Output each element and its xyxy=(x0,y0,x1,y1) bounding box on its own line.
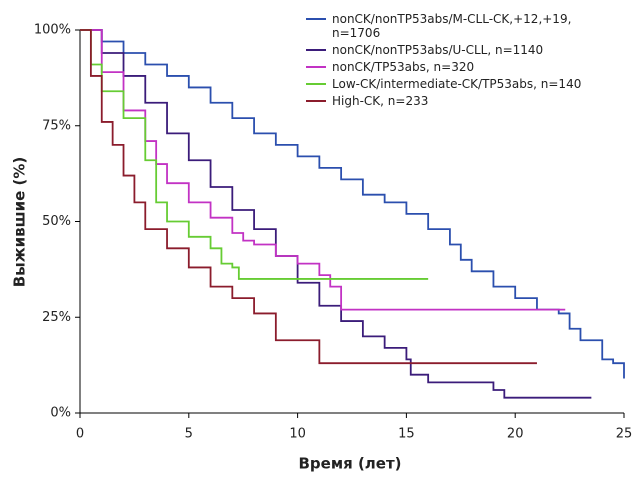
legend: nonCK/nonTP53abs/M-CLL-CK,+12,+19, n=170… xyxy=(306,12,616,111)
x-tick-label: 5 xyxy=(185,427,193,442)
x-tick-label: 0 xyxy=(76,427,84,442)
legend-entry: nonCK/nonTP53abs/M-CLL-CK,+12,+19, n=170… xyxy=(306,12,616,40)
legend-label: High-CK, n=233 xyxy=(332,94,429,108)
x-axis-title: Время (лет) xyxy=(298,455,401,473)
legend-entry: nonCK/nonTP53abs/U-CLL, n=1140 xyxy=(306,43,616,57)
legend-label: nonCK/nonTP53abs/M-CLL-CK,+12,+19, n=170… xyxy=(332,12,572,40)
survival-curve xyxy=(80,29,566,311)
x-tick-label: 20 xyxy=(507,427,524,442)
legend-swatch xyxy=(306,66,326,68)
legend-swatch xyxy=(306,49,326,51)
legend-entry: nonCK/TP53abs, n=320 xyxy=(306,60,616,74)
legend-swatch xyxy=(306,18,326,20)
legend-swatch xyxy=(306,100,326,102)
y-tick-label: 100% xyxy=(34,23,71,38)
x-tick-label: 10 xyxy=(289,427,306,442)
legend-label: nonCK/TP53abs, n=320 xyxy=(332,60,475,74)
x-tick-label: 25 xyxy=(616,427,633,442)
legend-label: nonCK/nonTP53abs/U-CLL, n=1140 xyxy=(332,43,544,57)
y-tick-label: 75% xyxy=(42,118,71,133)
survival-curve xyxy=(80,29,625,379)
y-tick-label: 25% xyxy=(42,310,71,325)
y-tick-label: 0% xyxy=(50,406,71,421)
survival-curve xyxy=(80,29,537,365)
y-axis-title: Выжившие (%) xyxy=(11,157,29,288)
legend-entry: High-CK, n=233 xyxy=(306,94,616,108)
survival-curve xyxy=(80,29,592,399)
legend-swatch xyxy=(306,83,326,85)
y-tick-label: 50% xyxy=(42,214,71,229)
legend-entry: Low-CK/intermediate-CK/TP53abs, n=140 xyxy=(306,77,616,91)
legend-label: Low-CK/intermediate-CK/TP53abs, n=140 xyxy=(332,77,582,91)
x-tick-label: 15 xyxy=(398,427,415,442)
